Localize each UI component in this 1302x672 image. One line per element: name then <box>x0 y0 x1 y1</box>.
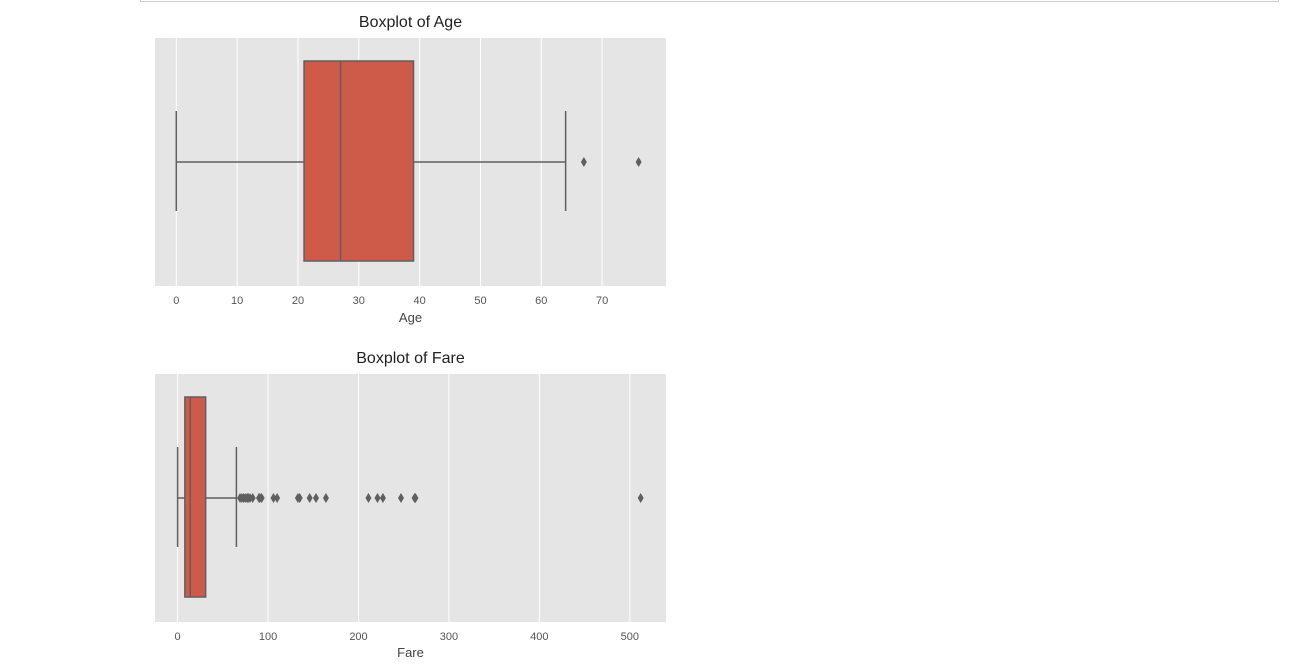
x-tick-label: 40 <box>414 295 426 307</box>
outlier-point <box>635 157 642 167</box>
outlier-point <box>374 493 381 503</box>
x-tick-label: 20 <box>292 295 304 307</box>
outlier-point <box>637 493 644 503</box>
x-tick-label: 70 <box>596 295 608 307</box>
outlier-point <box>249 493 256 503</box>
boxplot-svg: 0 10 20 30 40 50 60 70 <box>173 38 642 307</box>
outlier-point <box>322 493 329 503</box>
outlier-point <box>398 493 405 503</box>
x-tick-label: 60 <box>535 295 547 307</box>
x-axis-label: Age <box>398 310 423 325</box>
outlier-point <box>365 493 372 503</box>
iqr-box <box>184 396 207 598</box>
plot-area: 0 10 20 30 40 50 60 70 <box>155 38 666 307</box>
x-tick-label: 30 <box>353 295 365 307</box>
x-tick-label: 50 <box>474 295 486 307</box>
outlier-point <box>580 157 587 167</box>
outlier-point <box>379 493 386 503</box>
plot-area: 0 100 200 300 400 500 <box>155 374 666 643</box>
x-tick-label: 100 <box>259 631 277 643</box>
outlier-point <box>258 493 265 503</box>
x-axis-label: Fare <box>397 645 424 660</box>
x-tick-label: 0 <box>175 631 181 643</box>
x-tick-label: 10 <box>231 295 243 307</box>
x-tick-label: 300 <box>440 631 458 643</box>
outlier-point <box>296 493 303 503</box>
x-tick-label: 0 <box>173 295 179 307</box>
x-tick-label: 500 <box>621 631 639 643</box>
outlier-point <box>306 493 313 503</box>
outlier-point <box>274 493 281 503</box>
output-cell-frame <box>140 0 1279 2</box>
outlier-point <box>312 493 319 503</box>
chart-title: Boxplot of Fare <box>356 350 465 367</box>
chart-title: Boxplot of Age <box>358 14 463 31</box>
boxplot-svg: 0 100 200 300 400 500 <box>175 374 644 643</box>
outlier-point <box>270 493 277 503</box>
x-tick-label: 200 <box>349 631 367 643</box>
outlier-point <box>412 493 419 503</box>
x-tick-label: 400 <box>530 631 548 643</box>
iqr-box <box>303 60 415 262</box>
